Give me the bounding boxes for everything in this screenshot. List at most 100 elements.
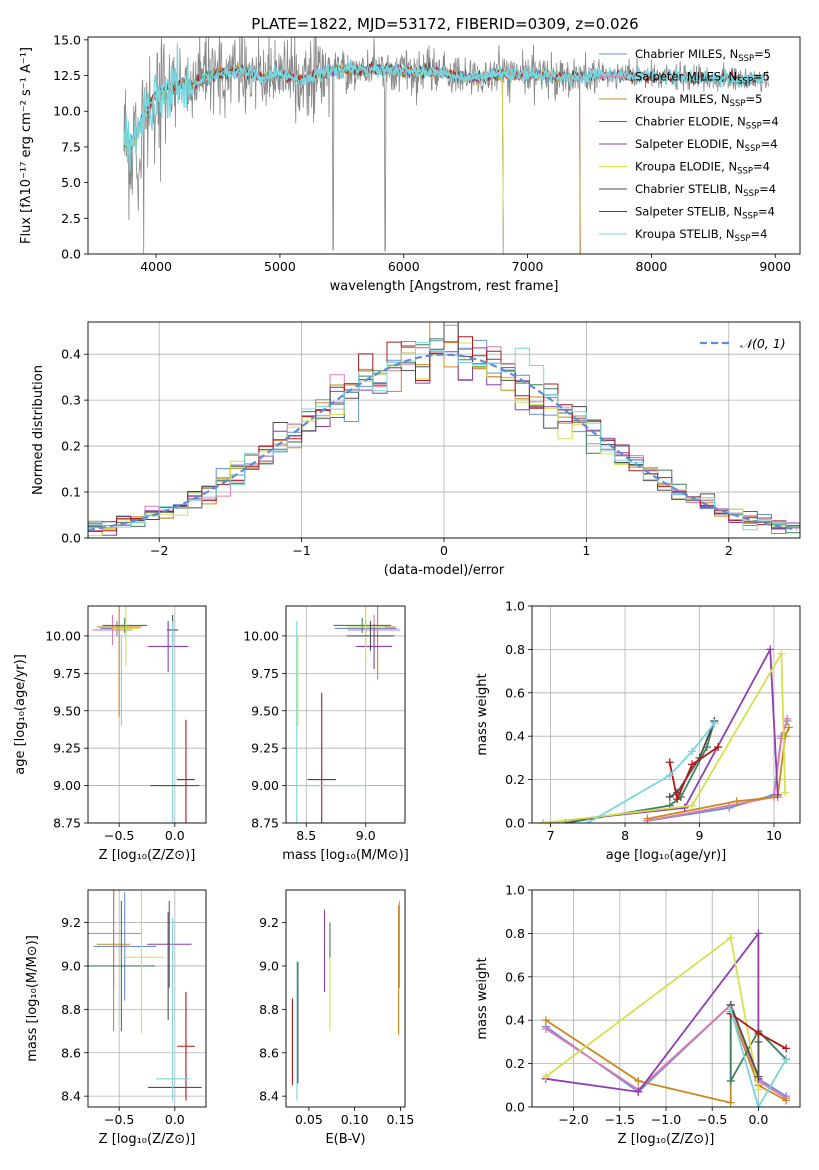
mass-weight-marker (754, 1037, 763, 1046)
mass-weight-marker (665, 758, 674, 767)
mass-vs-Z-xtick-label: 0.0 (165, 1112, 185, 1127)
weight-vs-Z-ytick-label: 0.2 (505, 1056, 525, 1071)
weight-vs-age-ytick-label: 0.0 (505, 816, 525, 831)
mass-vs-EBV-xtick-label: 0.10 (341, 1112, 369, 1127)
age-vs-mass-ytick-label: 9.00 (251, 778, 279, 793)
residuals-ytick-label: 0.3 (61, 393, 81, 408)
mass-weight-line (729, 1009, 787, 1107)
weight-vs-age-frame (531, 605, 801, 824)
mass-weight-marker (541, 1016, 550, 1025)
spectrum-xtick-label: 8000 (636, 259, 668, 274)
mass-vs-Z-ytick-label: 9.0 (61, 958, 81, 973)
mass-weight-marker (665, 771, 674, 780)
weight-vs-Z-plot-area (541, 929, 791, 1107)
mass-weight-marker (726, 933, 735, 942)
weight-vs-Z-xtick-label: −0.5 (697, 1112, 727, 1127)
mass-weight-marker (783, 714, 792, 723)
weight-vs-Z-ytick-label: 0.0 (505, 1100, 525, 1115)
mass-vs-Z-xlabel: Z [log₁₀(Z/Z⊙)] (99, 1132, 196, 1147)
mass-weight-marker (726, 1005, 735, 1014)
weight-vs-age-ytick-label: 0.6 (505, 685, 525, 700)
spectrum-ytick-label: 15.0 (53, 32, 81, 47)
age-vs-mass-plot-area (294, 606, 401, 823)
mass-weight-marker (688, 801, 697, 810)
mass-weight-marker (782, 1055, 791, 1064)
residuals-xtick-label: −1 (292, 543, 310, 558)
mass-weight-marker (726, 1076, 735, 1085)
mass-vs-EBV-ytick-label: 9.0 (259, 958, 279, 973)
weight-vs-Z-ytick-label: 0.8 (505, 926, 525, 941)
age-vs-Z-ylabel: age [log₁₀(age/yr)] (13, 654, 28, 775)
residuals-xtick-label: −2 (150, 543, 168, 558)
spectrum-xtick-label: 7000 (512, 259, 544, 274)
age-vs-Z-ytick-label: 9.00 (53, 778, 81, 793)
mass-vs-Z-plot-area (88, 890, 202, 1101)
spectrum-xtick-label: 4000 (140, 259, 172, 274)
mass-weight-marker (665, 792, 674, 801)
mass-weight-marker (688, 747, 697, 756)
mass-vs-EBV-axes: 0.05 0.10 0.15 8.4 8.6 8.8 9.0 9.2 E(B-V) (259, 889, 414, 1147)
age-vs-mass-ytick-label: 8.75 (251, 816, 279, 831)
mass-weight-marker (673, 795, 682, 804)
mass-weight-marker (766, 645, 775, 654)
age-vs-Z-xtick-label: −0.5 (104, 828, 134, 843)
mass-weight-line (668, 746, 719, 800)
weight-vs-age-ytick-label: 0.8 (505, 642, 525, 657)
age-vs-mass-frame (285, 605, 406, 824)
mass-weight-marker (634, 1087, 643, 1096)
weight-vs-Z-ytick-label: 1.0 (505, 883, 525, 898)
mass-weight-marker (583, 819, 592, 823)
weight-vs-age-xtick-label: 7 (547, 828, 555, 843)
spectrum-ytick-label: 12.5 (53, 68, 81, 83)
spectrum-xtick-label: 9000 (759, 259, 791, 274)
spectrum-ytick-label: 7.5 (61, 139, 81, 154)
mass-weight-marker (754, 929, 763, 938)
legend-entry: Kroupa STELIB, NSSP=4 (635, 227, 767, 244)
weight-vs-age-axes: 7 8 9 10 0.0 0.2 0.4 0.6 0.8 1.0 age [log₁₀(age/yr… (475, 599, 801, 863)
mass-weight-marker (714, 743, 723, 752)
weight-vs-Z-axes: −2.0 −1.5 −1.0 −0.5 0.0 0.0 0.2 0.4 0.6 0.8 1.0 Z [… (475, 883, 801, 1147)
mass-vs-Z-axes: −0.5 0.0 8.4 8.6 8.8 9.0 9.2 Z [log₁₀(Z/Z⊙)] mas… (25, 889, 207, 1147)
weight-vs-age-xlabel: age [log₁₀(age/yr)] (606, 848, 727, 863)
residuals-xtick-label: 0 (440, 543, 448, 558)
age-vs-Z-xlabel: Z [log₁₀(Z/Z⊙)] (99, 848, 196, 863)
mass-vs-Z-ylabel: mass [log₁₀(M/M⊙)] (25, 935, 40, 1062)
weight-vs-age-xtick-label: 8 (621, 828, 629, 843)
residuals-axes: −2 −1 0 1 2 0.0 0.1 0.2 0.3 0.4 (data-model)/error… (31, 321, 801, 578)
mass-vs-Z-ytick-label: 9.2 (61, 915, 81, 930)
mass-weight-marker (541, 1024, 550, 1033)
mass-vs-EBV-ytick-label: 8.8 (259, 1002, 279, 1017)
spectrum-xtick-label: 5000 (264, 259, 296, 274)
mass-vs-EBV-xlabel: E(B-V) (325, 1132, 365, 1147)
mass-vs-EBV-xtick-label: 0.05 (295, 1112, 323, 1127)
legend-entry: Chabrier MILES, NSSP=5 (635, 47, 771, 64)
weight-vs-age-ylabel: mass weight (475, 673, 490, 755)
mass-weight-marker (782, 1044, 791, 1053)
weight-vs-age-xtick-label: 10 (766, 828, 782, 843)
residuals-ytick-label: 0.1 (61, 485, 81, 500)
weight-vs-age-ytick-label: 0.2 (505, 772, 525, 787)
age-vs-mass-ytick-label: 9.75 (251, 666, 279, 681)
age-vs-Z-ytick-label: 9.75 (53, 666, 81, 681)
age-vs-Z-plot-area (92, 606, 200, 823)
mass-vs-Z-xtick-label: −0.5 (104, 1112, 134, 1127)
legend-entry: Salpeter STELIB, NSSP=4 (635, 205, 775, 222)
histogram-series-step (88, 342, 800, 536)
mass-weight-marker (781, 788, 790, 797)
residuals-frame (87, 321, 801, 539)
mass-weight-marker (754, 1085, 763, 1094)
mass-weight-marker (726, 1098, 735, 1107)
mass-weight-marker (754, 1029, 763, 1038)
normal-reference-curve (88, 353, 798, 531)
mass-weight-marker (539, 819, 548, 823)
age-vs-mass-xtick-label: 8.5 (296, 828, 316, 843)
spectrum-axes: 4000 5000 6000 7000 8000 9000 0.0 2.5 5.0 7.5 10.0… (19, 32, 801, 294)
legend-entry: Kroupa MILES, NSSP=5 (635, 92, 762, 109)
weight-vs-age-plot-area (539, 645, 793, 823)
mass-weight-marker (781, 732, 790, 741)
weight-vs-Z-xtick-label: −1.0 (651, 1112, 681, 1127)
weight-vs-age-xtick-label: 9 (696, 828, 704, 843)
legend-entry: Chabrier ELODIE, NSSP=4 (635, 115, 779, 132)
spectrum-ylabel: Flux [fλ10⁻¹⁷ erg cm⁻² s⁻¹ A⁻¹] (19, 47, 34, 244)
residuals-xtick-label: 2 (725, 543, 733, 558)
